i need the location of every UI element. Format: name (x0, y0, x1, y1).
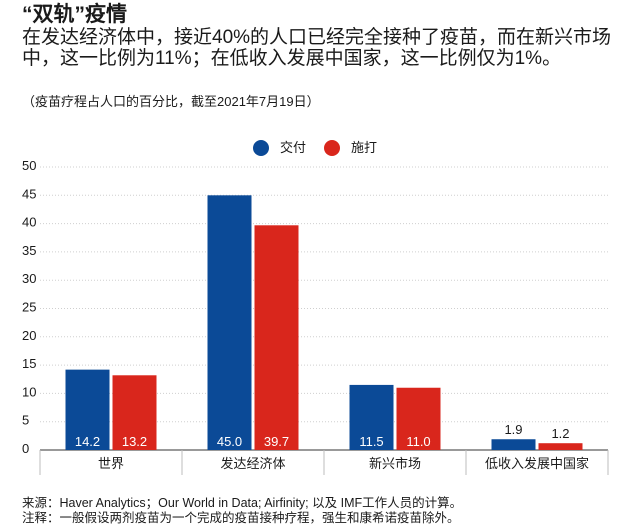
y-tick-label: 45 (22, 186, 36, 201)
legend-item-administered: 施打 (324, 139, 377, 157)
chart-note: （疫苗疗程占人口的百分比，截至2021年7月19日） (22, 94, 320, 109)
bar (491, 439, 536, 450)
chart-legend: 交付 施打 (253, 139, 395, 157)
legend-label-administered: 施打 (351, 140, 378, 155)
y-tick-label: 20 (22, 328, 36, 343)
data-label: 1.2 (551, 426, 569, 441)
y-tick-label: 30 (22, 271, 36, 286)
bar-chart: 0 5 10 15 20 25 30 35 40 45 50 世界 14.2 13.2 发达经济体 45.0 3… (22, 158, 609, 475)
bar (254, 225, 299, 450)
bar (396, 387, 441, 450)
x-tick-label: 低收入发展中国家 (485, 456, 589, 471)
chart-title: “双轨”疫情 (22, 3, 127, 26)
bar (207, 195, 252, 450)
y-tick-label: 25 (22, 300, 36, 315)
legend-swatch-administered (324, 140, 341, 156)
data-label: 1.9 (504, 422, 522, 437)
x-tick-label: 新兴市场 (369, 456, 421, 471)
x-tick-label: 世界 (98, 456, 124, 471)
chart-footer: 来源：Haver Analytics；Our World in Data; Ai… (22, 496, 462, 526)
source-text: 来源：Haver Analytics；Our World in Data; Ai… (22, 496, 463, 510)
y-tick-label: 40 (22, 215, 36, 230)
bar (349, 384, 394, 450)
data-label: 11.0 (406, 434, 430, 449)
y-tick-label: 5 (22, 413, 29, 428)
legend-label-delivered: 交付 (280, 140, 307, 155)
legend-item-delivered: 交付 (253, 139, 306, 157)
bar (112, 375, 157, 450)
bar (65, 369, 110, 450)
y-tick-label: 35 (22, 243, 36, 258)
y-tick-label: 50 (22, 158, 36, 173)
data-label: 39.7 (264, 434, 289, 449)
data-label: 14.2 (75, 434, 100, 449)
x-tick-label: 发达经济体 (220, 456, 285, 471)
data-label: 45.0 (217, 434, 242, 449)
data-label: 13.2 (122, 434, 147, 449)
bar (538, 443, 583, 450)
chart-subtitle: 在发达经济体中，接近40%的人口已经完全接种了疫苗，而在新兴市场中，这一比例为1… (22, 27, 612, 69)
y-tick-label: 0 (22, 441, 29, 456)
y-tick-label: 15 (22, 356, 36, 371)
y-tick-label: 10 (22, 384, 36, 399)
data-label: 11.5 (359, 434, 383, 449)
legend-swatch-delivered (253, 140, 269, 156)
notes-text: 注释：一般假设两剂疫苗为一个完成的疫苗接种疗程，强生和康希诺疫苗除外。 (22, 511, 460, 525)
